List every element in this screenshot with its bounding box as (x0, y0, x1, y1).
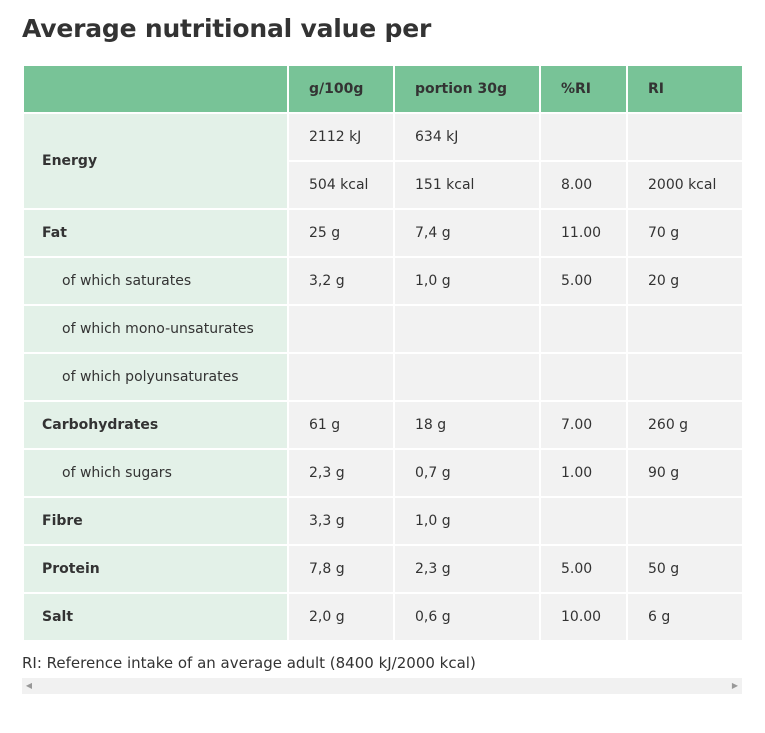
table-header-row: g/100g portion 30g %RI RI (22, 64, 744, 114)
row-label-protein: Protein (22, 544, 289, 594)
scroll-right-arrow-icon[interactable]: ▶ (731, 681, 739, 690)
cell-poly-portion (393, 352, 541, 402)
cell-mono-pri (539, 304, 628, 354)
row-label-energy: Energy (22, 112, 289, 210)
cell-protein-100g: 7,8 g (287, 544, 395, 594)
cell-sugars-ri: 90 g (626, 448, 744, 498)
cell-fibre-portion: 1,0 g (393, 496, 541, 546)
cell-protein-portion: 2,3 g (393, 544, 541, 594)
table-row-fat: Fat 25 g 7,4 g 11.00 70 g (22, 208, 744, 258)
cell-fat-100g: 25 g (287, 208, 395, 258)
cell-energy-kcal-ri: 2000 kcal (626, 160, 744, 210)
cell-carbs-ri: 260 g (626, 400, 744, 450)
table-row-fibre: Fibre 3,3 g 1,0 g (22, 496, 744, 546)
cell-salt-ri: 6 g (626, 592, 744, 642)
cell-salt-100g: 2,0 g (287, 592, 395, 642)
cell-sugars-100g: 2,3 g (287, 448, 395, 498)
cell-fibre-ri (626, 496, 744, 546)
ri-footnote: RI: Reference intake of an average adult… (22, 654, 476, 672)
cell-energy-kj-100g: 2112 kJ (287, 112, 395, 162)
row-label-saturates: of which saturates (22, 256, 289, 306)
table-row-poly: of which polyunsaturates (22, 352, 744, 402)
cell-energy-kj-ri (626, 112, 744, 162)
cell-energy-kcal-portion: 151 kcal (393, 160, 541, 210)
row-label-mono: of which mono-unsaturates (22, 304, 289, 354)
cell-mono-portion (393, 304, 541, 354)
table-row-energy-kj: Energy 2112 kJ 634 kJ (22, 112, 744, 210)
cell-fat-ri: 70 g (626, 208, 744, 258)
row-label-sugars: of which sugars (22, 448, 289, 498)
header-per-100g: g/100g (287, 64, 395, 114)
row-label-salt: Salt (22, 592, 289, 642)
table-row-sugars: of which sugars 2,3 g 0,7 g 1.00 90 g (22, 448, 744, 498)
header-portion: portion 30g (393, 64, 541, 114)
cell-poly-pri (539, 352, 628, 402)
cell-carbs-portion: 18 g (393, 400, 541, 450)
cell-energy-kj-pri (539, 112, 628, 162)
cell-protein-ri: 50 g (626, 544, 744, 594)
cell-energy-kcal-100g: 504 kcal (287, 160, 395, 210)
cell-poly-ri (626, 352, 744, 402)
nutrition-table: g/100g portion 30g %RI RI Energy 2112 kJ… (22, 64, 744, 642)
row-label-fibre: Fibre (22, 496, 289, 546)
table-row-energy-kcal: 504 kcal 151 kcal 8.00 2000 kcal (23, 160, 744, 210)
cell-carbs-pri: 7.00 (539, 400, 628, 450)
cell-fat-portion: 7,4 g (393, 208, 541, 258)
cell-salt-pri: 10.00 (539, 592, 628, 642)
scroll-left-arrow-icon[interactable]: ◀ (25, 681, 33, 690)
table-row-protein: Protein 7,8 g 2,3 g 5.00 50 g (22, 544, 744, 594)
page-title: Average nutritional value per (22, 14, 432, 43)
cell-saturates-pri: 5.00 (539, 256, 628, 306)
cell-poly-100g (287, 352, 395, 402)
cell-saturates-100g: 3,2 g (287, 256, 395, 306)
cell-mono-100g (287, 304, 395, 354)
cell-saturates-ri: 20 g (626, 256, 744, 306)
table-row-saturates: of which saturates 3,2 g 1,0 g 5.00 20 g (22, 256, 744, 306)
cell-fibre-100g: 3,3 g (287, 496, 395, 546)
table-row-mono: of which mono-unsaturates (22, 304, 744, 354)
row-label-poly: of which polyunsaturates (22, 352, 289, 402)
cell-energy-kcal-pri: 8.00 (539, 160, 628, 210)
cell-sugars-portion: 0,7 g (393, 448, 541, 498)
cell-saturates-portion: 1,0 g (393, 256, 541, 306)
header-ri: RI (626, 64, 744, 114)
cell-fibre-pri (539, 496, 628, 546)
table-row-carbohydrates: Carbohydrates 61 g 18 g 7.00 260 g (22, 400, 744, 450)
cell-fat-pri: 11.00 (539, 208, 628, 258)
header-percent-ri: %RI (539, 64, 628, 114)
header-nutrient (22, 64, 289, 114)
cell-sugars-pri: 1.00 (539, 448, 628, 498)
row-label-fat: Fat (22, 208, 289, 258)
cell-carbs-100g: 61 g (287, 400, 395, 450)
table-row-salt: Salt 2,0 g 0,6 g 10.00 6 g (22, 592, 744, 642)
row-label-carbohydrates: Carbohydrates (22, 400, 289, 450)
horizontal-scrollbar[interactable]: ◀ ▶ (22, 678, 742, 694)
cell-protein-pri: 5.00 (539, 544, 628, 594)
cell-mono-ri (626, 304, 744, 354)
cell-energy-kj-portion: 634 kJ (393, 112, 541, 162)
cell-salt-portion: 0,6 g (393, 592, 541, 642)
